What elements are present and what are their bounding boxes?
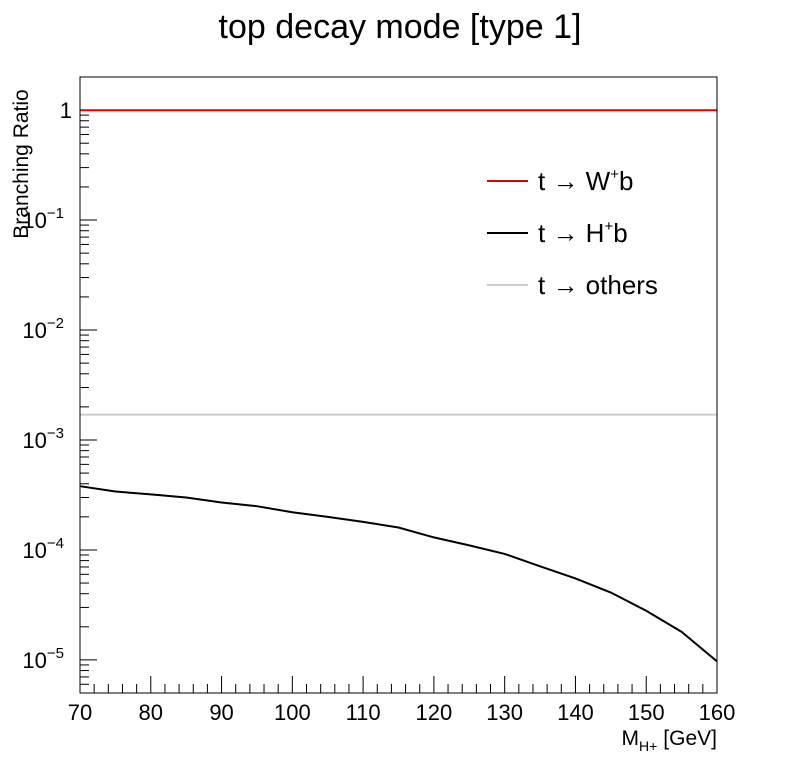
series-layer xyxy=(79,109,718,663)
x-tick-label: 80 xyxy=(139,700,163,725)
axes-layer: 70 80 90 100 110 120 130 140 150 160 1 10−1 10−2 10−3… xyxy=(22,76,736,725)
x-tick-label: 140 xyxy=(557,700,594,725)
chart-title: top decay mode [type 1] xyxy=(219,8,582,46)
y-tick-label: 10−5 xyxy=(22,645,64,673)
x-tick-label: 150 xyxy=(628,700,665,725)
x-axis-label: MH+ [GeV] xyxy=(622,727,718,754)
y-tick-label: 10−1 xyxy=(22,205,64,233)
y-tick-label: 1 xyxy=(60,98,72,123)
legend-label-1: t → H+b xyxy=(538,218,628,248)
series-line-1 xyxy=(79,485,718,663)
x-tick-label: 120 xyxy=(416,700,453,725)
x-tick-label: 100 xyxy=(274,700,311,725)
y-tick-label: 10−4 xyxy=(22,535,64,563)
legend-label-0: t → W+b xyxy=(538,166,633,196)
x-tick-label: 90 xyxy=(209,700,233,725)
x-tick-label: 130 xyxy=(486,700,523,725)
y-tick-label: 10−3 xyxy=(22,425,64,453)
y-axis-label-group: Branching Ratio xyxy=(10,89,33,238)
legend-label-2: t → others xyxy=(538,270,658,300)
x-tick-label: 70 xyxy=(68,700,92,725)
x-axis-label-main: M xyxy=(622,727,640,750)
x-axis-label-sub: H+ xyxy=(639,738,657,754)
y-tick-label: 10−2 xyxy=(22,315,64,343)
x-tick-label: 160 xyxy=(699,700,736,725)
legend: t → W+b t → H+b t → others xyxy=(487,166,658,300)
x-tick-label: 110 xyxy=(346,700,381,725)
y-axis-label: Branching Ratio xyxy=(10,89,33,238)
x-axis-label-unit: [GeV] xyxy=(663,727,717,750)
plot-frame xyxy=(79,76,718,694)
